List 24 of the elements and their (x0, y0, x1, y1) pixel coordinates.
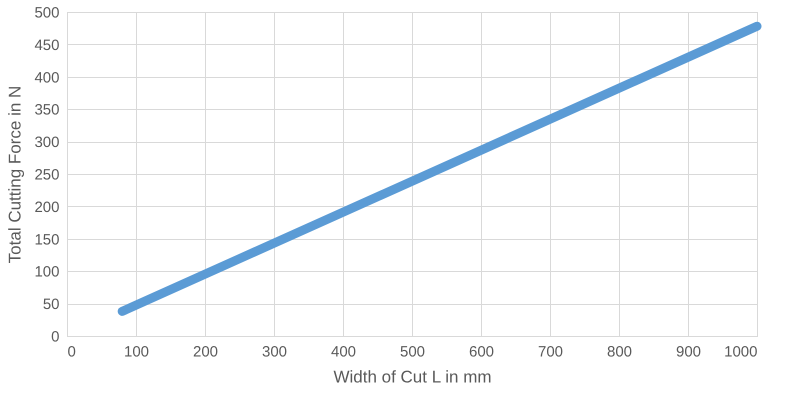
y-tick-label: 150 (34, 231, 60, 248)
x-tick-label: 800 (606, 344, 632, 360)
y-tick-label: 500 (34, 4, 60, 22)
y-tick-label: 450 (34, 36, 60, 54)
y-tick-label: 100 (34, 264, 60, 281)
y-tick-label: 400 (34, 69, 60, 86)
x-tick-label: 700 (538, 344, 564, 360)
y-tick-label: 350 (34, 102, 60, 119)
x-tick-label: 1000 (724, 344, 758, 360)
y-tick-label: 250 (34, 166, 60, 184)
x-tick-label: 100 (124, 344, 150, 360)
y-tick-label: 0 (51, 328, 60, 346)
x-tick-label: 300 (262, 344, 288, 360)
y-tick-label: 300 (34, 134, 60, 152)
x-tick-label: 0 (68, 344, 76, 360)
x-tick-label: 600 (468, 344, 494, 360)
y-tick-label: 50 (42, 296, 60, 314)
x-tick-label: 400 (330, 344, 356, 360)
x-tick-label: 900 (676, 344, 702, 360)
x-axis-title: Width of Cut L in mm (333, 368, 492, 386)
y-tick-label: 200 (34, 198, 60, 216)
x-tick-label: 200 (192, 344, 218, 360)
y-axis-title: Total Cutting Force in N (5, 86, 24, 264)
x-tick-label: 500 (400, 344, 426, 360)
